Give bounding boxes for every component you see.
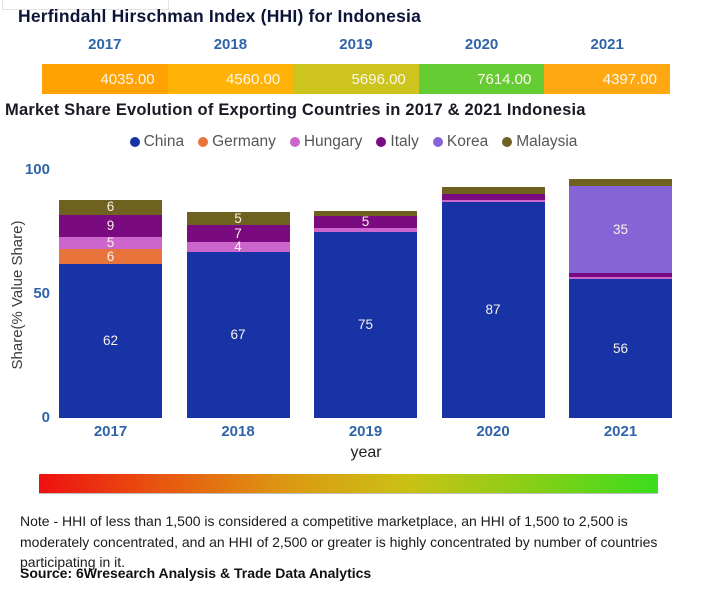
bar-segment-china: 87: [441, 202, 545, 418]
bar-segment-malaysia: 5: [186, 210, 290, 226]
bar-segment-korea: 35: [569, 186, 672, 273]
legend-item-china[interactable]: China: [129, 133, 185, 151]
segment-value-label: 6: [106, 249, 115, 265]
hhi-years-row: 2017 2018 2019 2020 2021: [42, 36, 670, 53]
hhi-value-cell: 4035.00: [42, 64, 168, 94]
bar-segment-malaysia: 6: [59, 199, 162, 215]
legend-dot-korea: [432, 137, 443, 147]
hhi-title: Herfindahl Hirschman Index (HHI) for Ind…: [18, 6, 422, 26]
legend-label: Italy: [390, 133, 419, 150]
hhi-value-cell: 7614.00: [418, 64, 545, 94]
x-tick-2017: 2017: [93, 423, 128, 440]
segment-value-label: 62: [102, 333, 119, 349]
bar-segment-italy: [569, 272, 672, 277]
hhi-value-strip: 4035.00 4560.00 5696.00 7614.00 4397.00: [42, 64, 670, 94]
segment-value-label: 4: [234, 239, 242, 255]
legend-label: China: [143, 133, 185, 150]
stacked-bar-2021: 56 35: [569, 178, 672, 418]
bar-segment-china: 56: [569, 279, 672, 418]
legend-dot-china: [129, 137, 140, 147]
x-axis-title: year: [350, 444, 382, 461]
segment-value-label: 87: [485, 302, 501, 318]
chart-legend: China Germany Hungary Italy Korea Malaysia: [0, 133, 707, 151]
y-tick-100: 100: [24, 161, 50, 178]
hhi-scale-colorbar: [39, 474, 658, 494]
bar-segment-italy: 7: [186, 224, 290, 242]
legend-label: Hungary: [303, 133, 363, 150]
hhi-value-cell: 4560.00: [167, 64, 294, 94]
market-share-title: Market Share Evolution of Exporting Coun…: [5, 101, 586, 119]
segment-value-label: 7: [234, 225, 242, 241]
stacked-bar-2017: 62 6 5 9 6: [59, 199, 162, 418]
segment-value-label: 5: [234, 210, 242, 226]
hhi-value-cell: 5696.00: [293, 64, 419, 94]
bar-segment-hungary: 4: [186, 239, 290, 255]
segment-value-label: 75: [357, 317, 374, 333]
x-tick-2019: 2019: [348, 423, 383, 440]
hhi-year-label: 2020: [464, 36, 499, 53]
stacked-bar-plot: 62 6 5 9 6 67 4 7 5 75 5 87 56 35 0 50 100: [0, 161, 707, 426]
hhi-year-label: 2018: [213, 36, 248, 53]
segment-value-label: 5: [106, 235, 115, 251]
legend-dot-malaysia: [502, 137, 513, 147]
bar-segment-hungary: [441, 199, 545, 203]
y-tick-0: 0: [41, 409, 50, 426]
bar-segment-hungary: 5: [59, 235, 162, 251]
window-artifact: [2, 0, 169, 10]
hhi-year-label: 2017: [88, 36, 122, 53]
bar-segment-germany: 6: [59, 249, 162, 265]
x-tick-2018: 2018: [221, 423, 255, 440]
segment-value-label: 6: [106, 199, 115, 215]
bar-segment-italy: [441, 193, 545, 200]
hhi-year-label: 2021: [590, 36, 624, 53]
bar-segment-china: 75: [314, 232, 417, 418]
source-text: Source: 6Wresearch Analysis & Trade Data…: [20, 565, 372, 581]
stacked-bar-2019: 75 5: [314, 210, 417, 418]
bar-segment-italy: 9: [59, 214, 162, 237]
hhi-value-cell: 4397.00: [544, 64, 670, 94]
x-tick-2020: 2020: [476, 423, 510, 440]
bar-segment-hungary: [314, 228, 417, 232]
legend-item-italy[interactable]: Italy: [376, 133, 419, 151]
legend-dot-hungary: [289, 137, 300, 147]
legend-label: Malaysia: [516, 133, 578, 150]
legend-label: Korea: [446, 133, 489, 150]
stacked-bar-2018: 67 4 7 5: [186, 210, 290, 418]
legend-label: Germany: [212, 133, 276, 150]
bar-segment-china: 62: [59, 264, 162, 418]
bar-segment-hungary: [569, 276, 672, 280]
hhi-year-label: 2019: [339, 36, 373, 53]
segment-value-label: 67: [230, 327, 246, 343]
bar-segment-italy: 5: [314, 214, 417, 230]
bar-segment-china: 67: [186, 251, 290, 418]
legend-item-germany[interactable]: Germany: [198, 133, 276, 151]
bar-segment-malaysia: [569, 178, 672, 187]
legend-dot-italy: [376, 137, 387, 147]
bar-segment-malaysia: [441, 187, 545, 194]
note-text: Note - HHI of less than 1,500 is conside…: [20, 513, 658, 571]
segment-value-label: 9: [106, 218, 115, 234]
y-tick-50: 50: [33, 285, 50, 302]
legend-item-malaysia[interactable]: Malaysia: [502, 133, 577, 151]
segment-value-label: 5: [361, 214, 370, 230]
segment-value-label: 56: [612, 340, 629, 356]
x-tick-2021: 2021: [603, 423, 638, 440]
bar-segment-malaysia: [314, 210, 417, 216]
legend-item-hungary[interactable]: Hungary: [289, 133, 363, 151]
stacked-bar-2020: 87: [441, 187, 545, 418]
legend-dot-germany: [198, 137, 209, 147]
legend-item-korea[interactable]: Korea: [432, 133, 489, 151]
segment-value-label: 35: [612, 221, 629, 237]
